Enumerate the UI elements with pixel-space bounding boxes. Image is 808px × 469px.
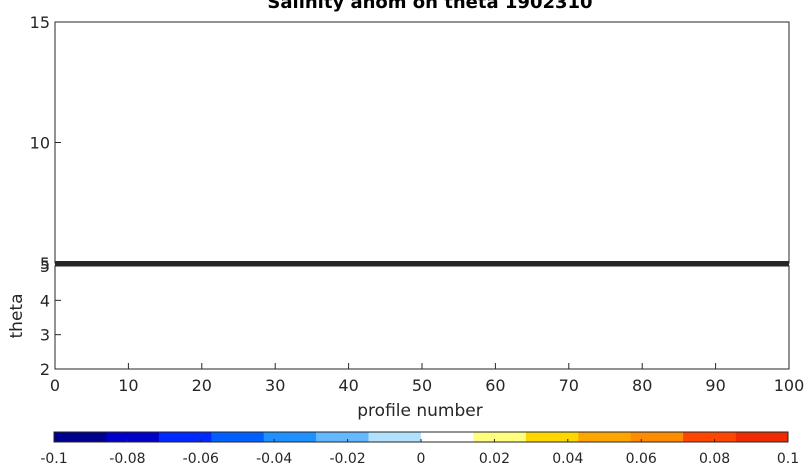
x-tick-label: 70 <box>559 376 579 395</box>
lower-panel: 2 3 4 5 0 10 20 30 40 50 60 70 80 90 100 <box>40 257 804 395</box>
colorbar-cell <box>316 432 369 442</box>
y-tick-label: 4 <box>40 291 50 310</box>
colorbar-cell <box>158 432 212 442</box>
y-tick-label: 3 <box>40 326 50 345</box>
x-tick-label: 60 <box>485 376 505 395</box>
y-tick-label: 2 <box>40 360 50 379</box>
colorbar-cell <box>211 432 264 442</box>
colorbar-cell <box>106 432 160 442</box>
colorbar-tick-label: -0.04 <box>256 451 292 467</box>
x-tick-label: 40 <box>338 376 358 395</box>
colorbar-cell <box>263 432 317 442</box>
colorbar-tick-label: 0.06 <box>626 451 657 467</box>
chart-title: Salinity anom on theta 1902310 <box>267 0 592 13</box>
y-axis-label: theta <box>7 294 27 339</box>
colorbar-tick-label: 0.04 <box>552 451 583 467</box>
upper-panel: 5 10 15 <box>30 13 790 273</box>
colorbar-cell <box>525 432 579 442</box>
colorbar-cell <box>735 432 789 442</box>
y-tick-label: 5 <box>40 257 50 276</box>
colorbar-tick-label: -0.02 <box>329 451 365 467</box>
colorbar-tick-label: 0 <box>417 451 426 467</box>
y-tick-label: 15 <box>30 13 50 32</box>
colorbar-cell <box>368 432 422 442</box>
colorbar-cell <box>630 432 684 442</box>
x-tick-label: 80 <box>632 376 652 395</box>
colorbar-tick-label: -0.06 <box>183 451 219 467</box>
colorbar-cell <box>473 432 527 442</box>
upper-plot-background <box>55 22 789 263</box>
y-tick-label: 10 <box>30 134 50 153</box>
x-tick-label: 100 <box>774 376 805 395</box>
x-tick-label: 0 <box>50 376 60 395</box>
colorbar-tick-label: 0.02 <box>479 451 510 467</box>
x-tick-label: 90 <box>705 376 725 395</box>
colorbar: -0.1 -0.08 -0.06 -0.04 -0.02 0 0.02 0.04 0.06 0.0… <box>40 431 799 467</box>
panel-divider <box>55 261 789 266</box>
x-tick-label: 20 <box>192 376 212 395</box>
lower-plot-background <box>55 266 789 369</box>
upper-y-ticks: 5 10 15 <box>30 13 61 273</box>
colorbar-tick-label: 0.1 <box>777 451 799 467</box>
colorbar-tick-label: -0.1 <box>40 451 67 467</box>
x-axis-label: profile number <box>357 401 482 421</box>
x-tick-label: 10 <box>118 376 138 395</box>
colorbar-cell <box>54 432 107 442</box>
colorbar-tick-label: 0.08 <box>699 451 730 467</box>
colorbar-cell <box>683 432 736 442</box>
x-tick-label: 50 <box>412 376 432 395</box>
colorbar-tick-label: -0.08 <box>109 451 145 467</box>
colorbar-cells <box>54 432 789 442</box>
x-tick-label: 30 <box>265 376 285 395</box>
colorbar-ticks: -0.1 -0.08 -0.06 -0.04 -0.02 0 0.02 0.04 0.06 0.0… <box>40 439 799 467</box>
x-ticks: 0 10 20 30 40 50 60 70 80 90 100 <box>50 363 804 395</box>
y-tick-label: 5 <box>40 254 50 273</box>
colorbar-cell <box>421 432 474 442</box>
colorbar-cell <box>578 432 631 442</box>
